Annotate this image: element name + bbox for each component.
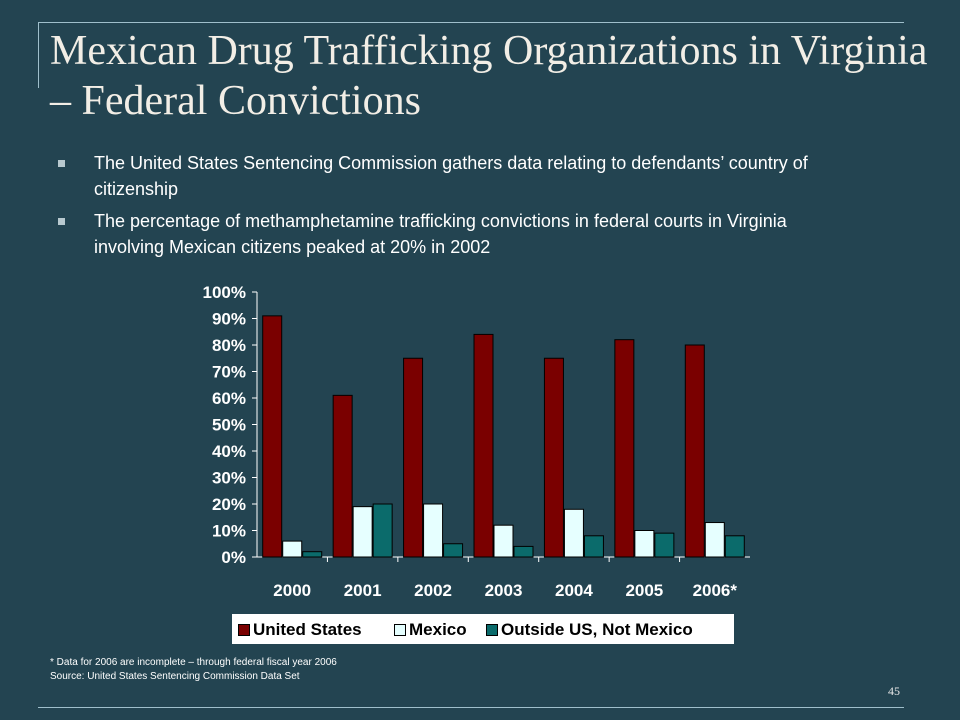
bullet-text: The percentage of methamphetamine traffi… <box>94 211 787 257</box>
legend-swatch-united-states <box>238 624 250 636</box>
bar-mexico-2006 <box>704 522 725 558</box>
bar-mexico-2004 <box>563 508 584 558</box>
legend-label-united-states: United States <box>253 620 362 639</box>
y-tick-label: 80% <box>212 336 246 355</box>
y-tick-label: 100% <box>203 283 246 302</box>
x-tick-label: 2006* <box>693 581 738 600</box>
legend-swatch-outside <box>486 624 498 636</box>
footnote-text: * Data for 2006 are incomplete – through… <box>50 657 337 668</box>
bar-outside-us-not-mexico-2001 <box>372 503 393 558</box>
legend-swatch-mexico <box>394 624 406 636</box>
bar-outside-us-not-mexico-2005 <box>654 532 675 558</box>
bar-outside-us-not-mexico-2004 <box>583 535 604 558</box>
bar-mexico-2001 <box>352 506 373 558</box>
y-tick-label: 0% <box>221 548 246 567</box>
y-tick-label: 40% <box>212 442 246 461</box>
slide-frame-top <box>38 22 904 23</box>
legend-label-outside: Outside US, Not Mexico <box>501 620 693 639</box>
x-tick-label: 2004 <box>555 581 593 600</box>
bar-united-states-2006 <box>684 344 705 558</box>
y-tick-label: 60% <box>212 389 246 408</box>
y-tick-label: 30% <box>212 469 246 488</box>
bullet-text: The United States Sentencing Commission … <box>94 153 808 199</box>
bar-united-states-2000 <box>262 315 283 558</box>
bullet-item: The United States Sentencing Commission … <box>58 150 838 202</box>
y-tick-label: 20% <box>212 495 246 514</box>
x-tick-label: 2005 <box>625 581 663 600</box>
bullet-list: The United States Sentencing Commission … <box>58 150 838 266</box>
bar-united-states-2005 <box>614 339 635 558</box>
bullet-square-icon <box>58 218 65 225</box>
bar-outside-us-not-mexico-2000 <box>302 551 323 558</box>
slide-frame-left <box>38 22 39 88</box>
bar-mexico-2005 <box>634 530 655 558</box>
bar-united-states-2002 <box>403 357 424 558</box>
chart-legend: United States Mexico Outside US, Not Mex… <box>232 614 734 644</box>
bar-outside-us-not-mexico-2002 <box>443 543 464 558</box>
bar-mexico-2003 <box>493 524 514 558</box>
x-tick-label: 2003 <box>485 581 523 600</box>
y-tick-label: 90% <box>212 310 246 329</box>
bar-united-states-2004 <box>543 357 564 558</box>
x-tick-label: 2001 <box>344 581 382 600</box>
x-tick-label: 2002 <box>414 581 452 600</box>
y-tick-label: 10% <box>212 522 246 541</box>
x-tick-label: 2000 <box>273 581 311 600</box>
y-tick-label: 70% <box>212 363 246 382</box>
bar-mexico-2002 <box>423 503 444 558</box>
slide-title: Mexican Drug Trafficking Organizations i… <box>50 28 928 124</box>
bar-outside-us-not-mexico-2006 <box>724 535 745 558</box>
bar-united-states-2001 <box>332 394 353 558</box>
source-text: Source: United States Sentencing Commiss… <box>50 671 300 682</box>
bar-outside-us-not-mexico-2003 <box>513 545 534 558</box>
footnote-block: * Data for 2006 are incomplete – through… <box>50 656 337 684</box>
bullet-square-icon <box>58 160 65 167</box>
slide-frame-bottom <box>38 707 904 708</box>
y-tick-label: 50% <box>212 416 246 435</box>
bar-mexico-2000 <box>282 540 303 558</box>
bullet-item: The percentage of methamphetamine traffi… <box>58 208 838 260</box>
legend-label-mexico: Mexico <box>409 620 467 639</box>
bar-united-states-2003 <box>473 333 494 558</box>
page-number: 45 <box>888 684 900 698</box>
